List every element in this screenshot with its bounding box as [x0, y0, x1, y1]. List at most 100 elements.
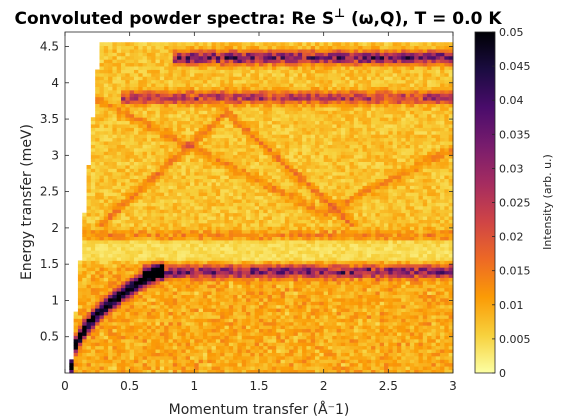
heatmap-cell [280, 124, 286, 128]
heatmap-cell [224, 62, 230, 67]
heatmap-cell [198, 359, 204, 364]
heatmap-cell [202, 62, 208, 67]
heatmap-cell [289, 117, 294, 122]
heatmap-cell [168, 315, 174, 319]
heatmap-cell [108, 222, 113, 227]
heatmap-cell [151, 45, 156, 50]
heatmap-cell [220, 315, 225, 319]
heatmap-cell [297, 79, 303, 84]
heatmap-cell [293, 137, 299, 142]
heatmap-cell [129, 151, 135, 156]
heatmap-cell [181, 359, 187, 364]
heatmap-cell [95, 212, 100, 217]
heatmap-cell [259, 182, 264, 186]
heatmap-cell [95, 168, 100, 173]
heatmap-cell [159, 226, 165, 231]
heatmap-cell [103, 182, 109, 186]
heatmap-cell [108, 233, 113, 237]
heatmap-cell [172, 277, 178, 282]
heatmap-cell [95, 267, 100, 272]
heatmap-cell [181, 100, 187, 105]
heatmap-cell [224, 335, 230, 340]
heatmap-cell [129, 257, 135, 261]
heatmap-cell [202, 161, 208, 166]
heatmap-cell [228, 338, 234, 343]
heatmap-cell [155, 345, 161, 350]
heatmap-cell [293, 117, 299, 122]
heatmap-cell [99, 366, 105, 370]
heatmap-cell [121, 222, 126, 227]
heatmap-cell [103, 158, 109, 162]
heatmap-cell [103, 52, 109, 57]
heatmap-cell [172, 52, 178, 57]
heatmap-cell [259, 318, 264, 323]
heatmap-cell [289, 229, 294, 234]
heatmap-cell [121, 243, 126, 248]
heatmap-cell [121, 233, 126, 237]
heatmap-cell [254, 260, 260, 265]
heatmap-cell [207, 113, 212, 118]
heatmap-cell [237, 315, 243, 319]
heatmap-cell [185, 66, 191, 70]
heatmap-cell [121, 308, 126, 313]
heatmap-cell [267, 188, 273, 193]
heatmap-cell [168, 277, 174, 282]
heatmap-cell [185, 345, 191, 350]
heatmap-cell [297, 297, 303, 302]
heatmap-cell [241, 229, 247, 234]
heatmap-cell [263, 338, 269, 343]
heatmap-cell [276, 263, 281, 268]
heatmap-cell [121, 294, 126, 299]
heatmap-cell [202, 222, 208, 227]
heatmap-cell [302, 297, 307, 302]
heatmap-cell [276, 42, 281, 47]
heatmap-cell [228, 274, 234, 278]
heatmap-cell [121, 107, 126, 111]
heatmap-cell [99, 355, 105, 360]
heatmap-cell [271, 267, 277, 272]
heatmap-cell [194, 345, 200, 350]
heatmap-cell [220, 62, 225, 67]
heatmap-cell [146, 182, 152, 186]
heatmap-cell [263, 246, 269, 251]
heatmap-cell [146, 260, 152, 265]
heatmap-cell [185, 284, 191, 289]
heatmap-cell [172, 199, 178, 203]
heatmap-cell [151, 267, 156, 272]
heatmap-cell [280, 240, 286, 244]
heatmap-cell [190, 182, 195, 186]
heatmap-cell [241, 202, 247, 207]
heatmap-cell [155, 100, 161, 105]
heatmap-cell [284, 304, 290, 309]
heatmap-cell [271, 141, 277, 145]
heatmap-cell [267, 175, 273, 180]
heatmap-cell [138, 45, 143, 50]
heatmap-cell [293, 188, 299, 193]
heatmap-cell [198, 257, 204, 261]
heatmap-cell [112, 178, 118, 183]
heatmap-cell [194, 328, 200, 333]
heatmap-cell [99, 49, 105, 53]
heatmap-cell [237, 185, 243, 190]
heatmap-cell [177, 134, 182, 139]
heatmap-cell [129, 349, 135, 353]
heatmap-cell [159, 243, 165, 248]
heatmap-cell [159, 76, 165, 81]
heatmap-cell [112, 76, 118, 81]
heatmap-cell [263, 154, 269, 159]
heatmap-cell [224, 107, 230, 111]
heatmap-cell [86, 332, 92, 336]
heatmap-cell [280, 335, 286, 340]
heatmap-cell [138, 355, 143, 360]
heatmap-cell [289, 113, 294, 118]
heatmap-cell [211, 188, 217, 193]
heatmap-cell [220, 318, 225, 323]
heatmap-cell [95, 284, 100, 289]
heatmap-cell [202, 141, 208, 145]
heatmap-cell [95, 328, 100, 333]
heatmap-cell [164, 76, 169, 81]
heatmap-cell [82, 246, 87, 251]
heatmap-cell [207, 345, 212, 350]
heatmap-cell [168, 76, 174, 81]
heatmap-cell [194, 250, 200, 255]
